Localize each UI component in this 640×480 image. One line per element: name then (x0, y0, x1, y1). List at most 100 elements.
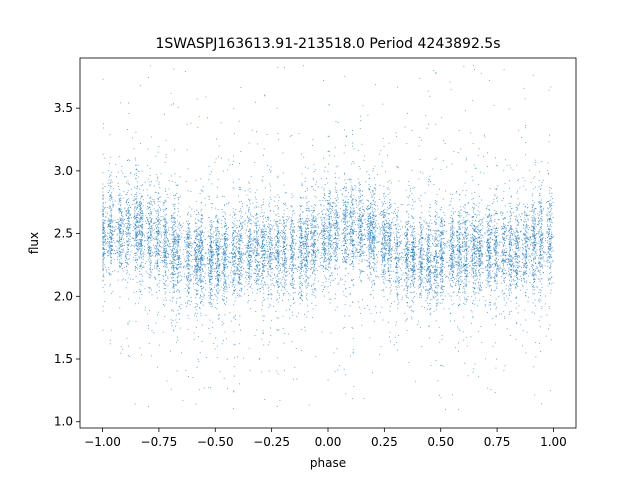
data-point (196, 294, 197, 296)
data-point (322, 265, 324, 267)
data-point (330, 227, 332, 229)
data-point (262, 271, 263, 273)
data-point (204, 204, 206, 206)
data-point (428, 243, 430, 245)
data-point (490, 258, 492, 259)
data-point (207, 262, 209, 264)
data-point (254, 196, 256, 198)
data-point (316, 249, 318, 251)
data-point (255, 232, 257, 234)
data-point (342, 291, 344, 293)
data-point (475, 248, 477, 250)
data-point (427, 222, 429, 224)
data-point (508, 269, 510, 271)
data-point (494, 304, 496, 306)
data-point (488, 233, 490, 235)
data-point (451, 163, 453, 165)
data-point (263, 271, 265, 273)
data-point (301, 298, 303, 300)
data-point (451, 265, 453, 266)
data-point (238, 195, 239, 197)
data-point (237, 264, 238, 265)
data-point (241, 287, 243, 289)
data-point (310, 275, 312, 277)
data-point (330, 197, 331, 199)
data-point (310, 231, 312, 233)
data-point (440, 246, 442, 248)
data-point (267, 248, 269, 250)
data-point (134, 266, 136, 267)
data-point (465, 285, 467, 287)
data-point (304, 273, 306, 275)
data-point (488, 208, 490, 210)
data-point (165, 201, 167, 202)
data-point (529, 210, 531, 212)
data-point (402, 204, 404, 206)
data-point (262, 235, 264, 237)
data-point (120, 245, 122, 247)
data-point (311, 220, 313, 222)
data-point (335, 200, 337, 202)
data-point (361, 238, 363, 240)
data-point (122, 348, 124, 350)
data-point (141, 218, 143, 220)
data-point (360, 184, 362, 185)
data-point (110, 220, 112, 222)
data-point (532, 293, 534, 295)
data-point (531, 221, 533, 223)
data-point (439, 250, 441, 252)
data-point (382, 244, 384, 246)
data-point (161, 246, 163, 248)
data-point (283, 246, 285, 248)
data-point (434, 216, 436, 217)
data-point (349, 231, 351, 233)
data-point (551, 207, 553, 209)
data-point (412, 243, 414, 245)
data-point (524, 272, 526, 274)
data-point (148, 232, 150, 234)
data-point (349, 212, 351, 214)
data-point (306, 259, 308, 261)
data-point (441, 291, 443, 293)
data-point (229, 312, 231, 314)
data-point (355, 186, 357, 188)
data-point (158, 213, 159, 215)
data-point (153, 228, 155, 230)
data-point (509, 313, 511, 315)
data-point (111, 230, 113, 231)
data-point (450, 239, 452, 241)
data-point (328, 104, 330, 106)
data-point (208, 295, 210, 297)
data-point (442, 230, 444, 231)
data-point (322, 241, 324, 243)
data-point (412, 300, 414, 302)
data-point (373, 193, 375, 195)
data-point (412, 205, 413, 207)
data-point (283, 293, 284, 295)
data-point (370, 191, 372, 193)
data-point (311, 257, 313, 259)
data-point (314, 250, 316, 251)
data-point (397, 276, 399, 278)
data-point (177, 310, 179, 312)
data-point (170, 227, 172, 229)
data-point (225, 218, 226, 220)
data-point (517, 270, 519, 272)
data-point (301, 261, 303, 263)
data-point (299, 250, 301, 252)
data-point (396, 256, 398, 258)
data-point (393, 280, 395, 282)
data-point (444, 252, 446, 254)
data-point (436, 304, 438, 306)
data-point (453, 291, 455, 293)
data-point (255, 241, 257, 243)
data-point (515, 269, 517, 271)
data-point (262, 299, 264, 301)
data-point (151, 225, 153, 227)
data-point (494, 278, 496, 279)
data-point (434, 251, 436, 253)
data-point (258, 255, 260, 257)
data-point (421, 233, 423, 235)
data-point (276, 243, 278, 245)
data-point (407, 269, 409, 271)
